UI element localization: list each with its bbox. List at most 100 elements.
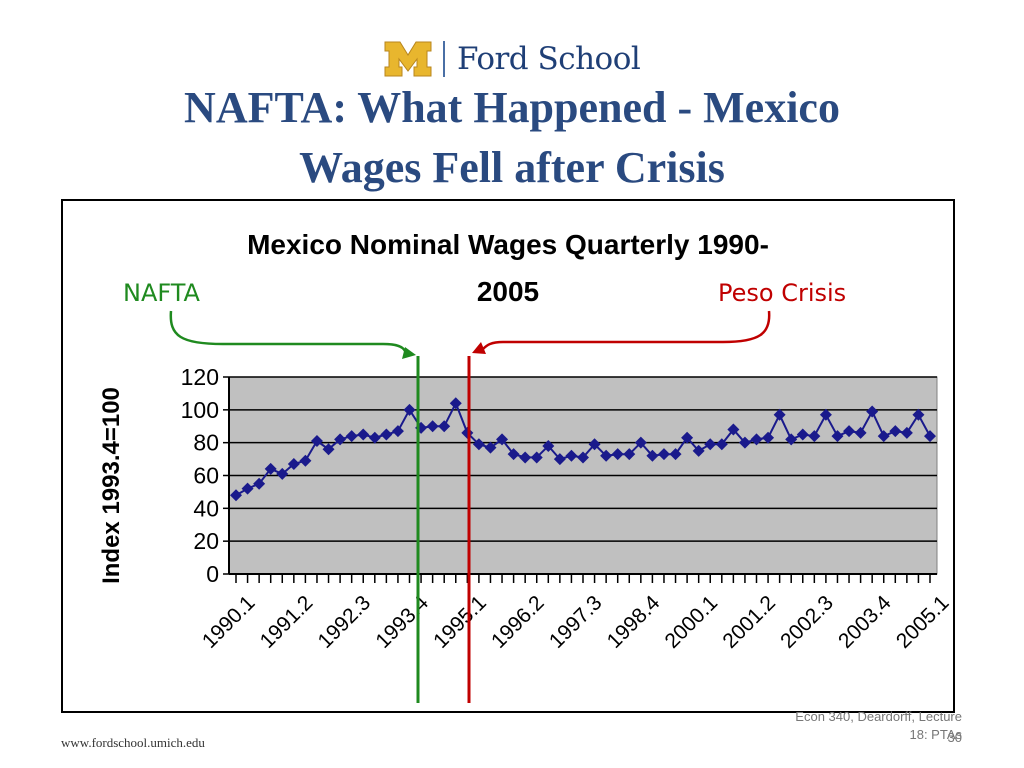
y-tick-label: 100 <box>181 397 219 423</box>
data-point <box>889 425 902 438</box>
ford-school-logo: Ford School <box>383 38 641 80</box>
footer-note-line2: 18: PTAs <box>909 727 962 742</box>
x-tick-label: 1990.1 <box>198 591 260 653</box>
data-point <box>357 428 370 441</box>
y-tick-label: 60 <box>193 463 219 489</box>
data-point <box>334 433 347 446</box>
data-point <box>796 428 809 441</box>
data-point <box>912 408 925 421</box>
y-tick-label: 0 <box>206 561 219 587</box>
wages-line-chart: Mexico Nominal Wages Quarterly 1990- 2005… <box>98 229 953 703</box>
data-point <box>276 467 289 480</box>
data-point <box>634 436 647 449</box>
data-point <box>900 426 913 439</box>
page-number: 30 <box>947 730 962 745</box>
data-point <box>449 397 462 410</box>
data-point <box>854 426 867 439</box>
data-point <box>657 448 670 461</box>
data-point <box>750 433 763 446</box>
data-point <box>380 428 393 441</box>
data-point <box>391 425 404 438</box>
data-point <box>600 449 613 462</box>
data-point <box>866 405 879 418</box>
data-point <box>519 451 532 464</box>
x-tick-label: 2005.1 <box>892 591 953 653</box>
data-point <box>704 438 717 451</box>
data-point <box>669 448 682 461</box>
y-tick-label: 80 <box>193 430 219 456</box>
data-point <box>738 436 751 449</box>
x-tick-label: 1995.1 <box>429 591 491 653</box>
x-tick-label: 1991.2 <box>256 591 318 653</box>
slide-title-line2: Wages Fell after Crisis <box>299 143 725 192</box>
x-tick-label: 1998.4 <box>603 591 665 653</box>
data-point <box>611 448 624 461</box>
data-point <box>831 430 844 443</box>
data-point <box>692 444 705 457</box>
footer-note-line1: Econ 340, Deardorff, Lecture <box>795 709 962 724</box>
data-point <box>924 430 936 443</box>
footer-url: www.fordschool.umich.edu <box>61 735 205 750</box>
data-point <box>877 430 890 443</box>
x-tick-label: 1992.3 <box>314 591 376 653</box>
data-point <box>403 403 416 416</box>
data-point <box>819 408 832 421</box>
data-point <box>623 448 636 461</box>
data-point <box>496 433 509 446</box>
data-point <box>646 449 659 462</box>
data-point <box>808 430 821 443</box>
data-point <box>565 449 578 462</box>
data-point <box>843 425 856 438</box>
x-tick-label: 2001.2 <box>718 591 780 653</box>
slide-title-line1: NAFTA: What Happened - Mexico <box>184 83 840 132</box>
data-point <box>368 431 381 444</box>
x-tick-label: 1996.2 <box>487 591 549 653</box>
y-axis-label: Index 1993.4=100 <box>98 387 125 584</box>
data-point <box>345 430 358 443</box>
logo-text: Ford School <box>457 41 641 77</box>
data-point <box>681 431 694 444</box>
data-point <box>310 435 323 448</box>
chart-title-line1: Mexico Nominal Wages Quarterly 1990- <box>247 229 769 260</box>
data-point <box>773 408 786 421</box>
footer-note: Econ 340, Deardorff, Lecture 18: PTAs <box>795 708 962 744</box>
x-tick-label: 2003.4 <box>834 591 896 653</box>
data-point <box>241 482 254 495</box>
logo-divider <box>443 41 445 77</box>
data-point <box>472 438 485 451</box>
peso-crisis-arrow <box>482 310 771 350</box>
data-point <box>253 477 266 490</box>
data-point <box>530 451 543 464</box>
slide-title: NAFTA: What Happened - Mexico Wages Fell… <box>0 78 1024 198</box>
data-point <box>322 443 335 456</box>
x-tick-label: 2000.1 <box>661 591 723 653</box>
data-point <box>287 458 300 471</box>
nafta-arrow <box>169 310 407 352</box>
data-point <box>715 438 728 451</box>
y-tick-label: 120 <box>181 364 219 390</box>
data-point <box>264 462 277 475</box>
nafta-label: NAFTA <box>123 279 201 307</box>
data-point <box>727 423 740 436</box>
y-tick-label: 40 <box>193 495 219 521</box>
data-point <box>507 448 520 461</box>
x-tick-label: 1997.3 <box>545 591 607 653</box>
y-tick-label: 20 <box>193 528 219 554</box>
peso-crisis-arrowhead <box>472 342 486 354</box>
data-point <box>785 433 798 446</box>
data-point <box>588 438 601 451</box>
chart-title-line2: 2005 <box>477 276 539 307</box>
peso-crisis-label: Peso Crisis <box>718 279 846 307</box>
x-tick-label: 1993.4 <box>371 591 433 653</box>
block-m-icon <box>384 41 432 77</box>
chart-frame: Mexico Nominal Wages Quarterly 1990- 2005… <box>61 199 955 713</box>
data-point <box>299 454 312 467</box>
data-point <box>230 489 242 502</box>
data-point <box>577 451 589 464</box>
data-point <box>484 441 497 454</box>
data-point <box>553 453 566 466</box>
x-tick-label: 2002.3 <box>776 591 838 653</box>
nafta-arrowhead <box>402 347 416 359</box>
data-point <box>426 420 439 433</box>
data-point <box>542 439 555 452</box>
